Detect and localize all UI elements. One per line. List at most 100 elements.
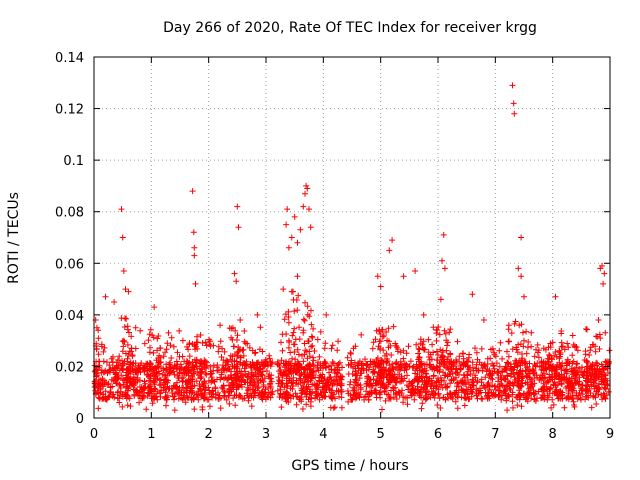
data-point <box>298 390 305 397</box>
x-tick-label: 5 <box>377 427 385 442</box>
data-point <box>593 359 600 366</box>
data-point <box>597 335 604 342</box>
data-point <box>397 362 404 369</box>
data-point <box>308 343 315 350</box>
data-point <box>200 395 207 402</box>
data-point <box>591 366 598 373</box>
data-point <box>97 389 104 396</box>
data-point <box>532 398 539 404</box>
data-point <box>176 327 183 334</box>
data-point <box>207 403 213 410</box>
data-point <box>140 394 147 401</box>
data-point <box>586 352 593 358</box>
data-point <box>478 376 485 383</box>
data-point <box>414 377 421 384</box>
data-point <box>454 338 461 345</box>
data-point <box>335 361 342 367</box>
data-point <box>496 363 503 370</box>
data-point <box>285 314 292 320</box>
data-point <box>386 378 393 385</box>
data-point <box>285 319 292 326</box>
data-point <box>132 386 139 393</box>
data-point <box>302 299 308 306</box>
data-point <box>503 383 510 390</box>
data-point <box>195 396 202 403</box>
data-point <box>322 360 329 367</box>
data-point <box>392 360 399 367</box>
data-point <box>296 336 303 343</box>
data-point <box>400 399 407 406</box>
data-point <box>404 394 410 401</box>
data-point <box>323 311 330 318</box>
data-point <box>363 362 370 369</box>
data-point <box>473 361 480 368</box>
data-point <box>565 359 572 366</box>
data-point <box>509 398 516 405</box>
x-tick-labels: 0 1 2 3 4 5 6 7 8 9 <box>90 427 614 442</box>
data-point <box>464 372 470 379</box>
data-point <box>118 315 125 322</box>
data-point <box>229 336 236 343</box>
data-point <box>479 365 486 372</box>
data-point <box>141 340 148 347</box>
data-point <box>519 367 526 374</box>
data-point <box>239 362 246 369</box>
data-point <box>283 331 290 337</box>
data-point <box>154 347 161 354</box>
data-point <box>433 337 440 344</box>
data-point <box>143 372 150 378</box>
data-point <box>452 391 459 398</box>
data-point <box>215 367 222 374</box>
data-point <box>356 358 363 365</box>
data-point <box>203 362 210 369</box>
data-point <box>293 393 300 400</box>
data-point <box>262 386 269 393</box>
data-point <box>247 390 254 397</box>
data-point <box>300 329 307 336</box>
data-point <box>393 379 400 386</box>
data-point <box>524 344 531 351</box>
data-point <box>264 368 270 374</box>
data-point <box>283 221 290 228</box>
data-point <box>118 365 125 372</box>
data-point <box>413 341 420 348</box>
data-point <box>425 336 432 343</box>
data-point <box>95 335 102 342</box>
data-point <box>534 349 541 356</box>
data-point <box>298 364 305 371</box>
data-point <box>545 394 552 401</box>
data-point <box>414 383 421 390</box>
data-point <box>167 359 174 366</box>
data-point <box>171 393 178 400</box>
data-point <box>244 373 251 380</box>
data-point <box>602 395 609 402</box>
data-point <box>357 384 364 391</box>
y-tick-label: 0.02 <box>55 360 84 375</box>
data-point <box>436 331 443 338</box>
data-point <box>435 375 441 382</box>
data-point <box>489 376 496 383</box>
data-point <box>185 346 192 353</box>
data-point <box>96 362 103 369</box>
data-point <box>544 386 551 393</box>
data-point <box>164 372 171 378</box>
data-point <box>444 339 451 346</box>
data-point <box>316 374 323 381</box>
data-point <box>372 336 379 343</box>
data-point <box>126 329 132 336</box>
data-point <box>430 385 437 392</box>
data-point <box>279 347 286 354</box>
data-point <box>507 387 514 393</box>
data-point <box>168 334 175 341</box>
data-point <box>356 393 363 400</box>
data-point <box>454 405 461 412</box>
data-point <box>472 345 478 352</box>
data-point <box>517 392 524 399</box>
data-point <box>214 364 220 371</box>
data-point <box>509 82 516 89</box>
data-point <box>257 324 264 331</box>
data-point <box>295 351 302 358</box>
data-point <box>462 394 469 401</box>
data-point <box>366 382 372 389</box>
data-point <box>230 395 237 402</box>
